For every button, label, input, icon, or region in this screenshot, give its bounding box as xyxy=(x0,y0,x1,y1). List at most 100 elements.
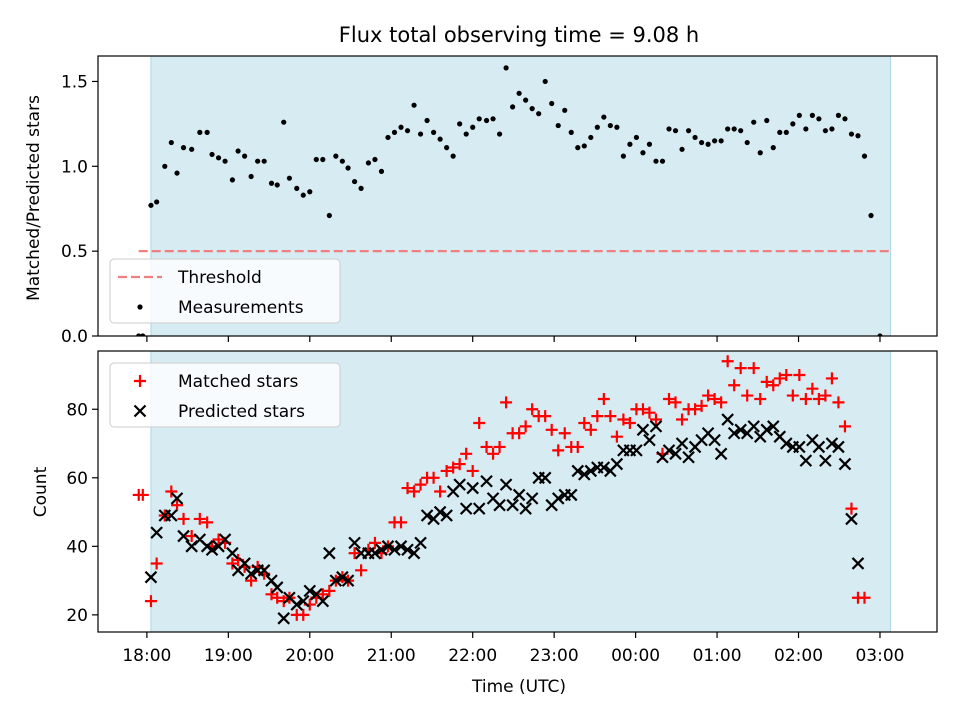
measurement-point xyxy=(549,100,555,107)
measurement-point xyxy=(204,129,210,135)
legend-matched-swatch xyxy=(134,375,146,387)
measurement-point xyxy=(738,128,744,134)
predicted-star-point xyxy=(238,557,251,570)
measurement-point xyxy=(168,139,174,146)
legend-label: Threshold xyxy=(177,268,262,288)
measurement-point xyxy=(274,182,280,188)
predicted-star-point xyxy=(597,461,611,474)
matched-star-point xyxy=(604,410,617,423)
measurement-point xyxy=(764,117,770,124)
matched-star-point xyxy=(649,413,662,426)
matched-star-point xyxy=(584,423,597,436)
predicted-star-point xyxy=(336,570,349,584)
measurement-point xyxy=(640,150,646,156)
measurement-point xyxy=(313,156,319,163)
predicted-star-point xyxy=(401,543,414,557)
predicted-star-point xyxy=(551,492,565,505)
measurement-point xyxy=(855,133,861,139)
top-axes-frame xyxy=(97,55,938,337)
measurement-point xyxy=(378,168,385,174)
measurement-point xyxy=(653,158,659,164)
measurement-point xyxy=(620,153,626,159)
matched-star-point xyxy=(395,516,408,529)
matched-star-point xyxy=(480,440,493,453)
measurement-point xyxy=(861,153,868,159)
predicted-star-point xyxy=(257,564,271,577)
matched-star-point xyxy=(440,464,453,477)
predicted-star-point xyxy=(480,474,493,488)
measurement-point xyxy=(731,126,737,132)
matched-star-point xyxy=(819,389,832,402)
matched-star-point xyxy=(838,420,851,433)
predicted-star-point xyxy=(649,420,663,433)
measurement-point xyxy=(581,143,587,149)
measurement-point xyxy=(777,129,783,135)
matched-star-point xyxy=(323,584,336,597)
predicted-star-point xyxy=(466,481,479,495)
matched-star-point xyxy=(695,399,708,412)
predicted-star-point xyxy=(708,433,721,447)
predicted-star-point xyxy=(440,509,453,522)
matched-star-point xyxy=(812,392,825,405)
matched-star-point xyxy=(760,375,773,388)
matched-star-point xyxy=(721,355,734,368)
matched-star-point xyxy=(493,440,506,453)
predicted-star-point xyxy=(303,584,317,598)
matched-star-point xyxy=(858,591,871,604)
measurement-point xyxy=(248,173,254,180)
measurement-point xyxy=(417,131,424,137)
predicted-star-point xyxy=(760,423,774,437)
predicted-star-point xyxy=(793,440,806,454)
predicted-star-point xyxy=(323,546,336,560)
predicted-star-point xyxy=(584,464,598,478)
matched-star-point xyxy=(447,461,460,474)
measurement-point xyxy=(351,178,358,185)
predicted-star-point xyxy=(714,447,728,461)
measurement-point xyxy=(476,116,482,122)
measurement-point xyxy=(614,124,620,130)
measurement-point xyxy=(235,148,241,154)
top-y-axis-label: Matched/Predicted stars xyxy=(24,95,44,301)
matched-star-point xyxy=(165,485,178,498)
matched-star-point xyxy=(578,416,591,429)
top-y-tick-label: 1.5 xyxy=(61,72,88,92)
measurement-point xyxy=(470,124,476,130)
measurement-point xyxy=(790,121,796,127)
predicted-star-point xyxy=(244,567,258,581)
measurement-point xyxy=(633,134,640,141)
legend-predicted-swatch xyxy=(133,404,147,418)
predicted-star-point xyxy=(812,440,826,454)
measurement-point xyxy=(842,116,848,122)
predicted-star-point xyxy=(727,426,741,440)
bottom-legend: Matched stars Predicted stars xyxy=(109,362,341,428)
measurement-point xyxy=(320,156,326,163)
measurement-point xyxy=(607,122,613,129)
top-series-0 xyxy=(136,65,883,336)
measurement-point xyxy=(601,114,607,120)
measurement-point xyxy=(822,128,829,134)
measurement-point xyxy=(523,97,529,103)
matched-star-point xyxy=(715,396,728,409)
matched-star-point xyxy=(806,382,819,395)
matched-star-point xyxy=(539,410,552,423)
measurement-point xyxy=(307,189,313,195)
predicted-star-point xyxy=(669,447,682,461)
x-tick-label: 19:00 xyxy=(204,646,253,666)
measurement-point xyxy=(868,212,874,219)
predicted-star-point xyxy=(564,488,578,502)
matched-star-point xyxy=(845,502,858,515)
measurement-point xyxy=(555,122,561,129)
predicted-star-point xyxy=(538,471,552,485)
predicted-star-point xyxy=(218,533,232,546)
measurement-point xyxy=(510,104,516,110)
measurement-point xyxy=(372,156,378,163)
measurement-point xyxy=(365,160,372,166)
matched-star-point xyxy=(355,564,368,577)
measurement-point xyxy=(770,145,776,151)
matched-star-point xyxy=(786,389,799,402)
measurement-point xyxy=(358,185,364,191)
measurement-point xyxy=(404,128,411,134)
predicted-star-point xyxy=(766,420,780,433)
predicted-star-point xyxy=(150,526,163,539)
predicted-star-point xyxy=(838,457,852,471)
